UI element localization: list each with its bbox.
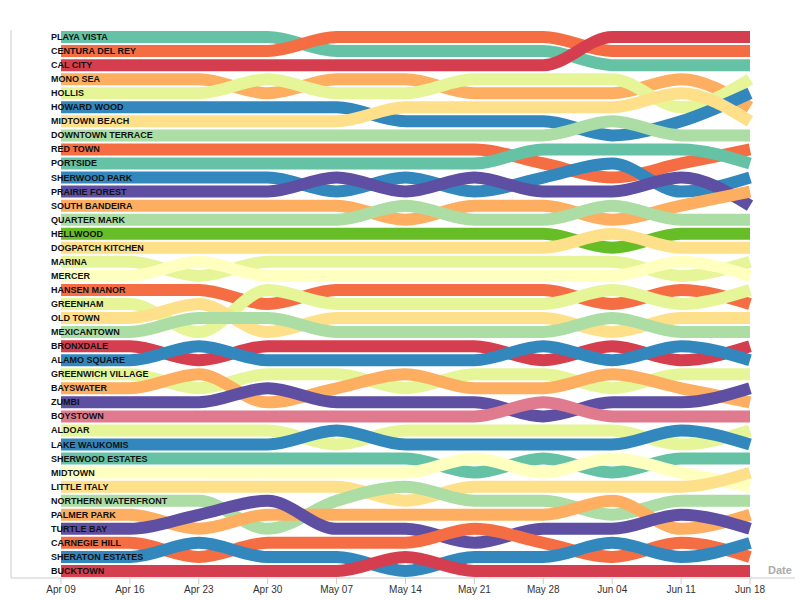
svg-text:RED TOWN: RED TOWN bbox=[51, 144, 100, 154]
svg-text:HOWARD WOOD: HOWARD WOOD bbox=[51, 102, 124, 112]
svg-text:Jun 11: Jun 11 bbox=[666, 584, 696, 595]
svg-text:ALAMO SQUARE: ALAMO SQUARE bbox=[51, 355, 125, 365]
svg-text:CARNEGIE HILL: CARNEGIE HILL bbox=[51, 538, 122, 548]
svg-text:QUARTER MARK: QUARTER MARK bbox=[51, 215, 125, 225]
svg-text:PRAIRIE FOREST: PRAIRIE FOREST bbox=[51, 187, 127, 197]
svg-text:GREENHAM: GREENHAM bbox=[51, 299, 104, 309]
svg-text:MARINA: MARINA bbox=[51, 257, 87, 267]
svg-text:BAYSWATER: BAYSWATER bbox=[51, 383, 108, 393]
svg-text:ALDOAR: ALDOAR bbox=[51, 425, 90, 435]
svg-text:BOYSTOWN: BOYSTOWN bbox=[51, 411, 104, 421]
svg-text:Apr 30: Apr 30 bbox=[253, 584, 283, 595]
svg-text:Apr 23: Apr 23 bbox=[184, 584, 214, 595]
svg-text:HELLWOOD: HELLWOOD bbox=[51, 229, 103, 239]
svg-text:CENTURA DEL REY: CENTURA DEL REY bbox=[51, 46, 136, 56]
svg-text:LAKE WAUKOMIS: LAKE WAUKOMIS bbox=[51, 440, 129, 450]
svg-text:NORTHERN WATERFRONT: NORTHERN WATERFRONT bbox=[51, 496, 168, 506]
svg-text:BUCKTOWN: BUCKTOWN bbox=[51, 566, 104, 576]
svg-text:DOWNTOWN TERRACE: DOWNTOWN TERRACE bbox=[51, 130, 153, 140]
svg-text:SHERWOOD ESTATES: SHERWOOD ESTATES bbox=[51, 454, 148, 464]
svg-text:LITTLE ITALY: LITTLE ITALY bbox=[51, 482, 109, 492]
svg-text:CAL CITY: CAL CITY bbox=[51, 60, 92, 70]
svg-text:ZUMBI: ZUMBI bbox=[51, 397, 80, 407]
html-text:Date: Date bbox=[768, 564, 792, 576]
svg-text:MIDTOWN: MIDTOWN bbox=[51, 468, 95, 478]
svg-text:SHERWOOD PARK: SHERWOOD PARK bbox=[51, 173, 133, 183]
svg-text:DOGPATCH KITCHEN: DOGPATCH KITCHEN bbox=[51, 243, 144, 253]
svg-text:PORTSIDE: PORTSIDE bbox=[51, 158, 97, 168]
svg-text:Apr 09: Apr 09 bbox=[46, 584, 76, 595]
svg-text:GREENWICH VILLAGE: GREENWICH VILLAGE bbox=[51, 369, 149, 379]
svg-text:HOLLIS: HOLLIS bbox=[51, 88, 84, 98]
svg-text:MEXICANTOWN: MEXICANTOWN bbox=[51, 327, 120, 337]
svg-text:PLAYA VISTA: PLAYA VISTA bbox=[51, 32, 108, 42]
svg-text:HANSEN MANOR: HANSEN MANOR bbox=[51, 285, 126, 295]
svg-text:Jun 04: Jun 04 bbox=[597, 584, 627, 595]
svg-text:PALMER PARK: PALMER PARK bbox=[51, 510, 116, 520]
svg-text:May 07: May 07 bbox=[320, 584, 353, 595]
svg-text:OLD TOWN: OLD TOWN bbox=[51, 313, 100, 323]
svg-text:May 28: May 28 bbox=[527, 584, 560, 595]
svg-text:MONO SEA: MONO SEA bbox=[51, 74, 101, 84]
svg-text:BRONXDALE: BRONXDALE bbox=[51, 341, 108, 351]
svg-text:MIDTOWN BEACH: MIDTOWN BEACH bbox=[51, 116, 129, 126]
svg-text:SHERATON ESTATES: SHERATON ESTATES bbox=[51, 552, 143, 562]
svg-text:Apr 16: Apr 16 bbox=[115, 584, 145, 595]
svg-text:Jun 18: Jun 18 bbox=[735, 584, 765, 595]
svg-text:May 14: May 14 bbox=[389, 584, 422, 595]
svg-text:SOUTH BANDEIRA: SOUTH BANDEIRA bbox=[51, 201, 133, 211]
svg-text:TURTLE BAY: TURTLE BAY bbox=[51, 524, 107, 534]
svg-text:May 21: May 21 bbox=[458, 584, 491, 595]
svg-text:MERCER: MERCER bbox=[51, 271, 91, 281]
